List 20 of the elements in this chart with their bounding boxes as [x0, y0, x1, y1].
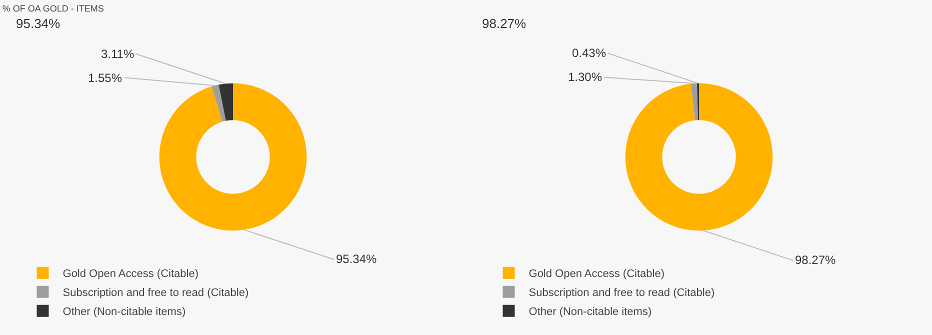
legend-label: Subscription and free to read (Citable): [528, 287, 715, 300]
data-label: 3.11%: [101, 47, 134, 61]
donut-slice: [159, 83, 307, 231]
legend-label: Other (Non-citable items): [62, 306, 186, 318]
donut-slice: [691, 83, 698, 120]
legend-label: Subscription and free to read (Citable): [62, 287, 249, 300]
legend-label: Other (Non-citable items): [528, 306, 652, 318]
legend-label: Gold Open Access (Citable): [528, 268, 664, 280]
data-label: 1.30%: [568, 70, 602, 84]
chart-title: % OF OA GOLD - ITEMS: [2, 3, 104, 14]
data-label: 95.34%: [336, 252, 378, 266]
data-label: 0.43%: [572, 46, 606, 60]
chart-subtitle: 95.34%: [16, 16, 61, 31]
data-label: 1.55%: [88, 71, 122, 85]
chart-subtitle: 98.27%: [482, 16, 527, 31]
legend-label: Gold Open Access (Citable): [62, 268, 198, 280]
donut-slice: [218, 83, 233, 121]
donut-slice: [625, 83, 773, 230]
data-label: 98.27%: [795, 253, 836, 267]
donut-slice: [212, 84, 226, 122]
